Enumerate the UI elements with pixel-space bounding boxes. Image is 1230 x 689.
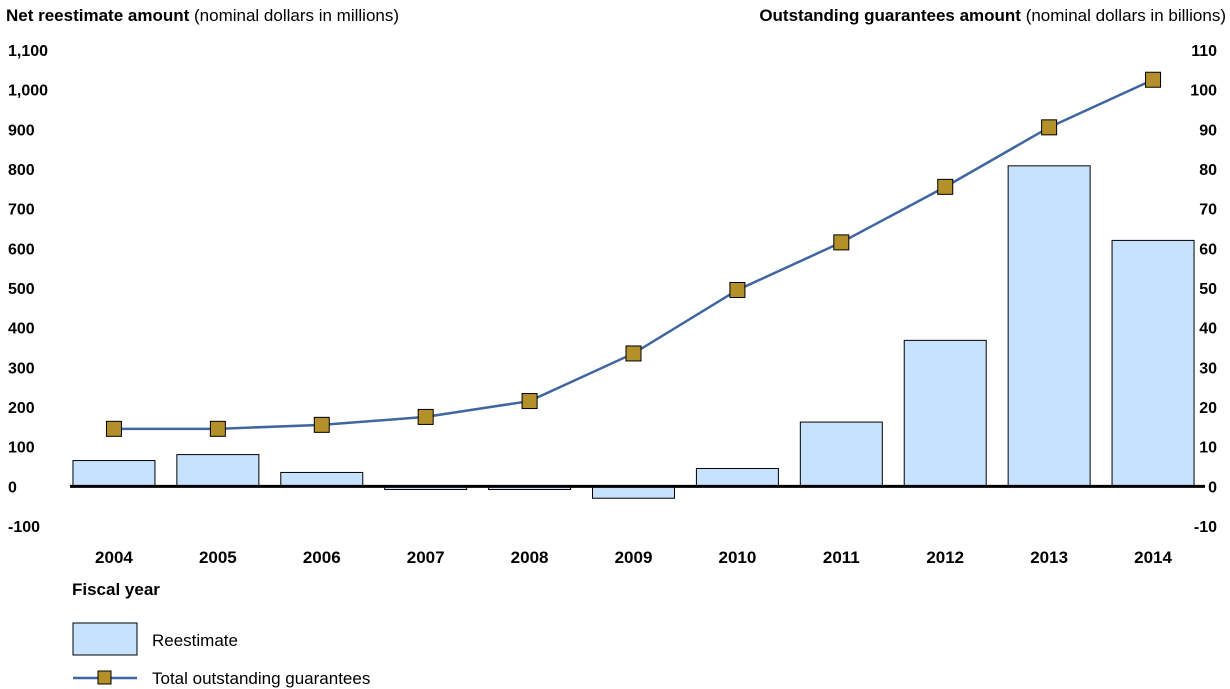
left-tick-label: 1,100 [8, 43, 48, 60]
x-axis-ticks: 2004 2005 2006 2007 2008 2009 2010 2011 2012 2013… [95, 548, 1172, 567]
left-tick-label: 600 [8, 241, 35, 258]
reestimate-bar [695, 467, 779, 487]
x-tick-label: 2014 [1134, 548, 1172, 567]
reestimate-bar [903, 339, 987, 487]
left-tick-label: 800 [8, 162, 35, 179]
left-tick-label: 400 [8, 321, 35, 338]
right-tick-label: 20 [1199, 400, 1217, 417]
right-tick-label: 100 [1190, 83, 1217, 100]
guarantees-point [1041, 119, 1058, 136]
right-axis-title: Outstanding guarantees amount (nominal d… [759, 6, 1226, 25]
x-tick-label: 2009 [615, 548, 653, 567]
right-tick-label: 60 [1199, 241, 1217, 258]
x-tick-label: 2012 [926, 548, 964, 567]
guarantees-point [105, 420, 122, 437]
right-tick-label: 30 [1199, 360, 1217, 377]
legend: Reestimate Total outstanding guarantees [72, 622, 370, 688]
right-tick-label: 70 [1199, 202, 1217, 219]
left-tick-label: 0 [8, 479, 17, 496]
x-tick-label: 2008 [511, 548, 549, 567]
guarantees-point [417, 408, 434, 425]
legend-reestimate-label: Reestimate [152, 631, 238, 650]
x-tick-label: 2007 [407, 548, 445, 567]
legend-reestimate-swatch [72, 622, 138, 656]
reestimate-bar [1111, 239, 1195, 487]
right-tick-label: 50 [1199, 281, 1217, 298]
right-tick-label: -10 [1194, 519, 1217, 536]
x-tick-label: 2006 [303, 548, 341, 567]
x-tick-label: 2005 [199, 548, 237, 567]
left-tick-label: -100 [8, 519, 40, 536]
right-tick-label: 80 [1199, 162, 1217, 179]
x-tick-label: 2010 [718, 548, 756, 567]
reestimate-bar [1007, 165, 1091, 487]
left-tick-label: 300 [8, 360, 35, 377]
x-axis-title: Fiscal year [72, 580, 160, 599]
left-tick-label: 200 [8, 400, 35, 417]
guarantees-point [833, 234, 850, 251]
guarantees-point [729, 281, 746, 298]
guarantees-point [521, 393, 538, 410]
reestimate-bar [72, 460, 156, 487]
guarantees-point [1145, 71, 1162, 88]
left-tick-label: 1,000 [8, 83, 48, 100]
guarantees-markers [105, 71, 1162, 437]
reestimate-bar [176, 454, 260, 487]
left-tick-label: 500 [8, 281, 35, 298]
reestimate-bar [280, 471, 364, 487]
x-tick-label: 2013 [1030, 548, 1068, 567]
left-tick-label: 100 [8, 440, 35, 457]
left-tick-label: 700 [8, 202, 35, 219]
left-axis-ticks: 1,100 1,000 900 800 700 600 500 400 300 200 100 0 -1… [8, 43, 48, 536]
reestimate-bar [799, 421, 883, 487]
right-tick-label: 90 [1199, 122, 1217, 139]
right-tick-label: 10 [1199, 440, 1217, 457]
guarantees-line [113, 78, 1154, 431]
right-tick-label: 0 [1208, 479, 1217, 496]
legend-guarantees-label: Total outstanding guarantees [152, 669, 370, 688]
x-tick-label: 2011 [823, 548, 860, 567]
guarantees-point [209, 420, 226, 437]
left-tick-label: 900 [8, 122, 35, 139]
reestimate-bars [72, 165, 1195, 499]
reestimate-bar [592, 485, 675, 499]
guarantees-point [625, 345, 642, 362]
guarantees-point [937, 178, 954, 195]
legend-guarantees-marker [97, 670, 112, 685]
right-tick-label: 40 [1199, 321, 1217, 338]
left-axis-title: Net reestimate amount (nominal dollars i… [6, 6, 400, 25]
x-tick-label: 2004 [95, 548, 133, 567]
right-tick-label: 110 [1191, 43, 1217, 60]
guarantees-point [313, 416, 330, 433]
